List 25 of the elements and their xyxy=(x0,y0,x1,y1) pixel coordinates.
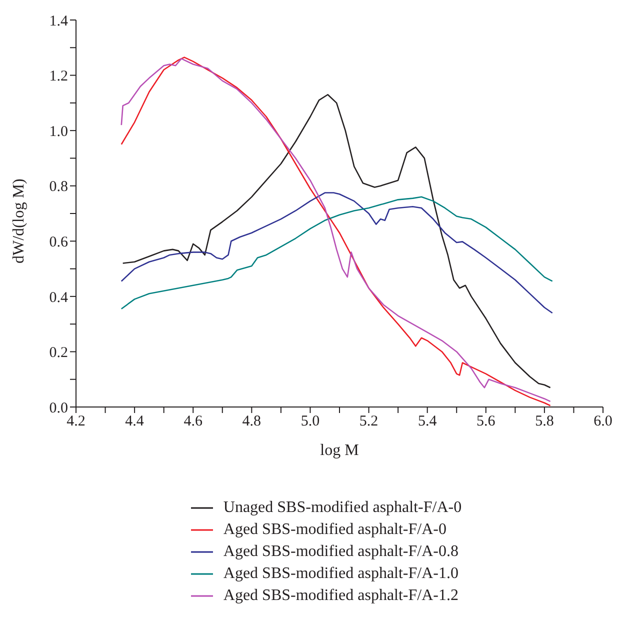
x-tick-label: 5.4 xyxy=(418,414,438,430)
y-tick-label: 1.4 xyxy=(49,13,68,30)
x-tick-label: 4.2 xyxy=(66,414,86,430)
x-tick-label: 5.6 xyxy=(476,414,496,430)
legend-label: Aged SBS-modified asphalt-F/A-0 xyxy=(223,520,446,540)
x-tick-label: 4.6 xyxy=(184,414,203,430)
x-axis-title: log M xyxy=(320,442,359,459)
x-tick-label: 5.2 xyxy=(359,414,378,430)
legend-label: Aged SBS-modified asphalt-F/A-1.2 xyxy=(223,586,458,606)
y-tick-label: 1.2 xyxy=(49,68,68,85)
y-axis-title: dW/d(log M) xyxy=(10,178,28,264)
legend-label: Aged SBS-modified asphalt-F/A-0.8 xyxy=(223,542,458,562)
x-tick-label: 4.8 xyxy=(242,414,262,430)
y-tick-label: 1.0 xyxy=(49,124,68,140)
y-tick-label: 0.6 xyxy=(49,234,68,250)
x-tick-label: 6.0 xyxy=(594,414,612,430)
y-tick-label: 0.4 xyxy=(49,290,68,306)
y-tick-label: 0.2 xyxy=(49,345,68,362)
x-tick-label: 5.0 xyxy=(300,414,320,430)
legend-label: Aged SBS-modified asphalt-F/A-1.0 xyxy=(223,564,458,584)
x-tick-label: 4.4 xyxy=(125,414,144,430)
y-tick-label: 0.8 xyxy=(49,179,68,196)
legend-label: Unaged SBS-modified asphalt-F/A-0 xyxy=(223,498,462,518)
y-tick-label: 0.0 xyxy=(49,400,68,416)
x-tick-label: 5.8 xyxy=(535,414,554,430)
